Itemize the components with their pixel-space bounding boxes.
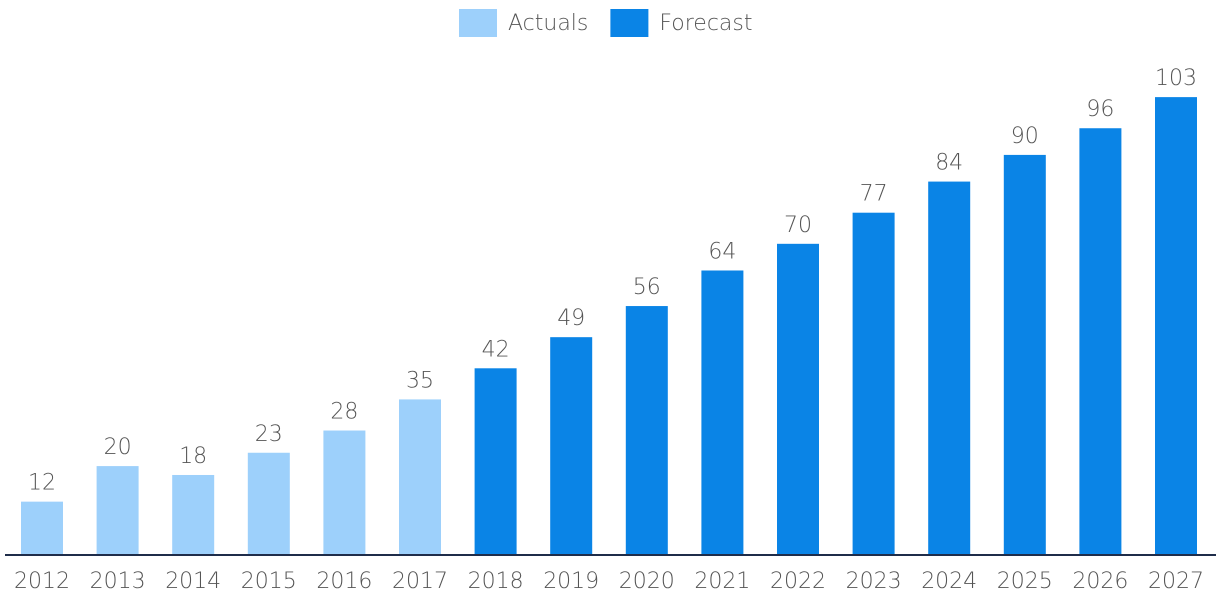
data-label: 42 bbox=[482, 337, 510, 362]
data-label: 64 bbox=[708, 239, 736, 264]
x-tick-label: 2019 bbox=[543, 569, 599, 594]
bar bbox=[21, 501, 63, 555]
data-label: 84 bbox=[935, 151, 963, 176]
data-label: 56 bbox=[633, 275, 661, 300]
legend-swatch bbox=[459, 9, 497, 37]
bar bbox=[247, 452, 290, 555]
bar bbox=[928, 181, 971, 555]
legend-label: Actuals bbox=[508, 11, 588, 36]
data-label: 20 bbox=[104, 435, 132, 460]
legend-label: Forecast bbox=[659, 11, 752, 36]
x-tick-label: 2020 bbox=[619, 569, 675, 594]
bar bbox=[1155, 97, 1197, 556]
bar bbox=[852, 212, 895, 555]
data-label: 23 bbox=[255, 422, 283, 447]
data-label: 77 bbox=[860, 182, 888, 207]
bar bbox=[399, 399, 441, 555]
bar bbox=[323, 430, 366, 555]
x-tick-label: 2024 bbox=[921, 569, 977, 594]
x-tick-label: 2027 bbox=[1148, 569, 1204, 594]
bar bbox=[701, 270, 744, 555]
data-label: 90 bbox=[1011, 124, 1039, 149]
x-tick-label: 2026 bbox=[1072, 569, 1128, 594]
data-label: 28 bbox=[330, 400, 358, 425]
x-tick-label: 2012 bbox=[14, 569, 70, 594]
x-tick-label: 2016 bbox=[316, 569, 372, 594]
bar bbox=[777, 243, 819, 555]
bar bbox=[550, 337, 593, 555]
bar bbox=[1079, 128, 1122, 555]
data-label: 49 bbox=[557, 306, 585, 331]
x-tick-label: 2014 bbox=[165, 569, 221, 594]
x-tick-label: 2013 bbox=[90, 569, 146, 594]
x-tick-label: 2021 bbox=[694, 569, 750, 594]
data-label: 70 bbox=[784, 213, 812, 238]
data-label: 35 bbox=[406, 368, 434, 393]
data-label: 103 bbox=[1155, 66, 1197, 91]
bar bbox=[96, 466, 139, 555]
x-tick-label: 2015 bbox=[241, 569, 297, 594]
bar bbox=[474, 368, 517, 555]
data-label: 12 bbox=[28, 471, 56, 496]
data-label: 96 bbox=[1086, 97, 1114, 122]
x-tick-label: 2018 bbox=[468, 569, 524, 594]
x-tick-label: 2017 bbox=[392, 569, 448, 594]
data-label: 18 bbox=[179, 444, 207, 469]
bar bbox=[625, 306, 668, 555]
x-tick-label: 2025 bbox=[997, 569, 1053, 594]
bar bbox=[172, 474, 215, 555]
x-tick-label: 2023 bbox=[846, 569, 902, 594]
x-tick-label: 2022 bbox=[770, 569, 826, 594]
bar bbox=[1003, 154, 1046, 555]
legend-swatch bbox=[610, 9, 649, 37]
